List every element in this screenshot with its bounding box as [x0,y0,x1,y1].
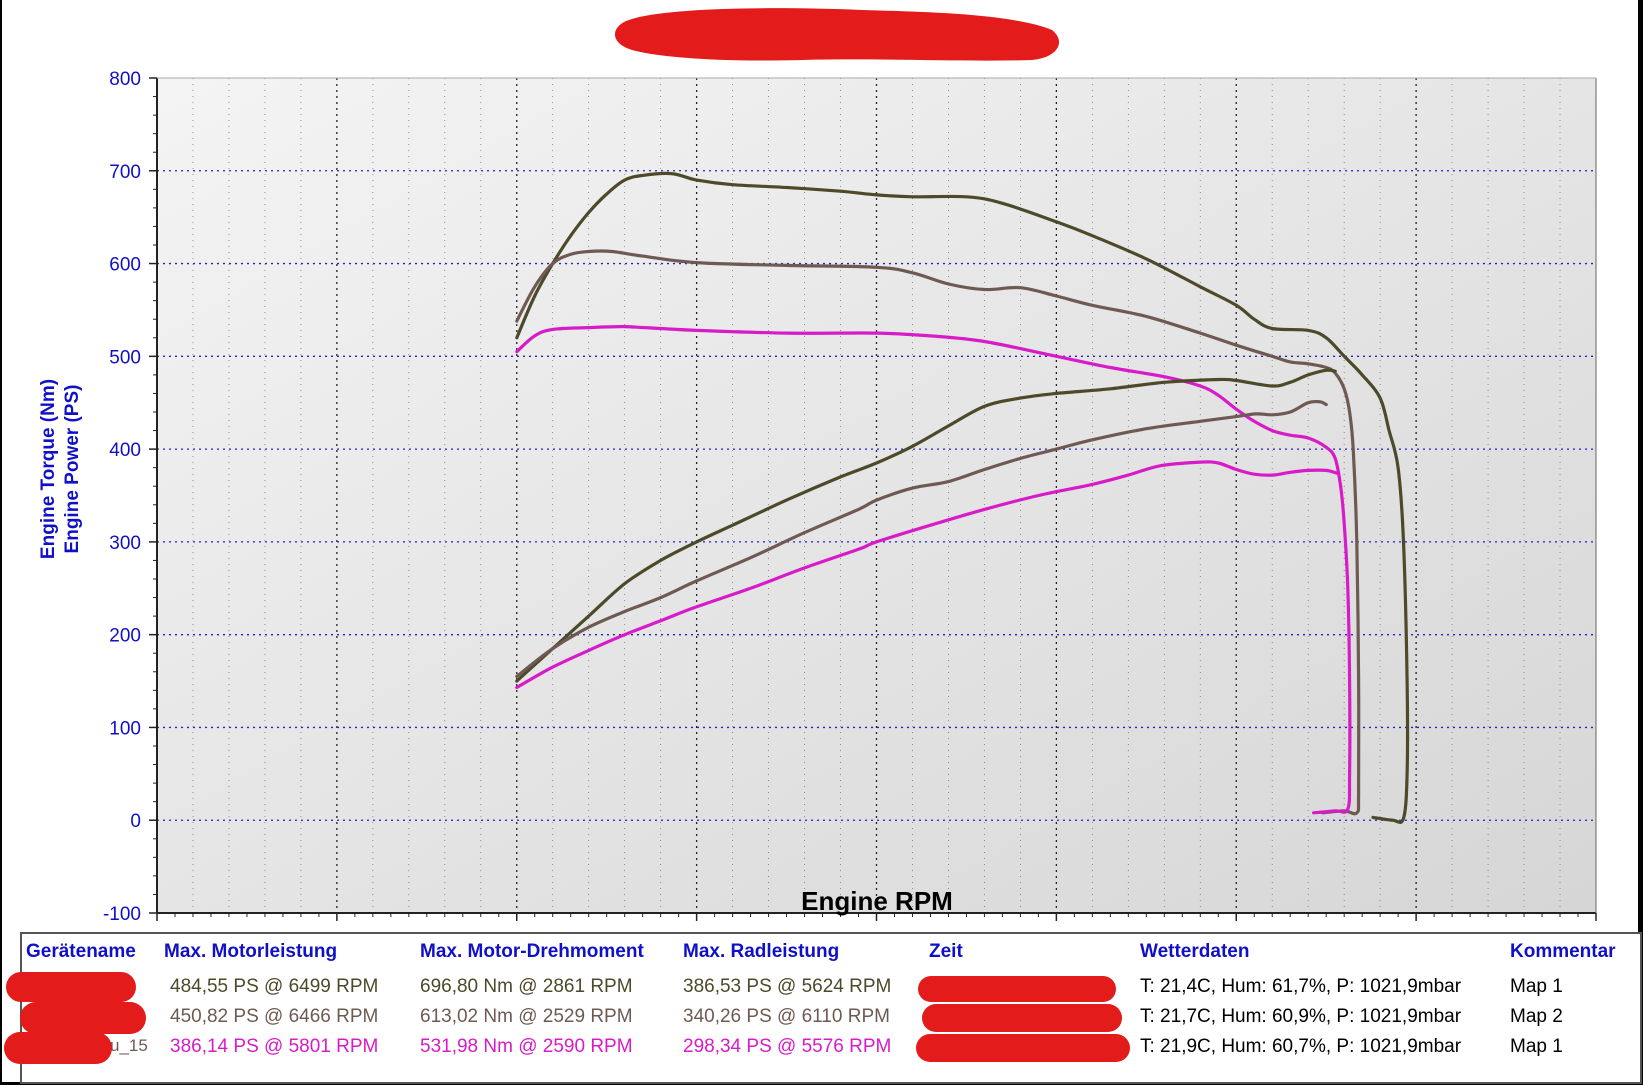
device-redaction-1 [6,972,136,1002]
series-line-6 [515,460,1339,690]
row1-motorleistung: 484,55 PS @ 6499 RPM [170,976,379,997]
series-line-4 [515,368,1337,683]
row3-wetter: T: 21,9C, Hum: 60,7%, P: 1021,9mbar [1140,1036,1462,1057]
row1-kommentar: Map 1 [1510,976,1563,997]
row2-kommentar: Map 2 [1510,1006,1563,1027]
row2-motorleistung: 450,82 PS @ 6466 RPM [170,1006,379,1027]
row1-radleistung: 386,53 PS @ 5624 RPM [683,976,892,997]
row2-drehmoment: 613,02 Nm @ 2529 RPM [420,1006,633,1027]
row3-radleistung: 298,34 PS @ 5576 RPM [683,1036,892,1057]
row3-motorleistung: 386,14 PS @ 5801 RPM [170,1036,379,1057]
series-line-5 [515,399,1328,678]
y-tick-label: 0 [130,811,141,832]
grid [157,78,1596,913]
device-redaction-2 [20,1002,146,1034]
header-kommentar: Kommentar [1510,941,1616,962]
row2-wetter: T: 21,7C, Hum: 60,9%, P: 1021,9mbar [1140,1006,1462,1027]
zeit-redaction-1 [918,976,1116,1002]
y-axis-label-torque: Engine Torque (Nm) [38,379,59,559]
header-geraetename: Gerätename [26,941,136,962]
y-tick-label: 200 [109,626,141,647]
device-redaction-3 [4,1032,112,1064]
dyno-chart: 8007006005004003002001000-10001000200030… [38,8,1597,925]
header-radleistung: Max. Radleistung [683,941,840,962]
row1-drehmoment: 696,80 Nm @ 2861 RPM [420,976,633,997]
y-tick-label: 300 [109,533,141,554]
header-zeit: Zeit [929,941,963,962]
row3-kommentar: Map 1 [1510,1036,1563,1057]
series-line-3 [515,324,1352,815]
row3-device-fragment: u_15 [110,1036,148,1055]
row1-wetter: T: 21,4C, Hum: 61,7%, P: 1021,9mbar [1140,976,1462,997]
title-redaction [614,8,1060,61]
y-tick-label: 700 [109,162,141,183]
header-motorleistung: Max. Motorleistung [164,941,338,962]
y-tick-label: 100 [109,718,141,739]
header-drehmoment: Max. Motor-Drehmoment [420,941,644,962]
y-tick-label: 600 [109,255,141,276]
series-line-1 [515,171,1410,824]
series-line-2 [515,249,1361,816]
row3-drehmoment: 531,98 Nm @ 2590 RPM [420,1036,633,1057]
y-tick-label: 800 [109,69,141,90]
header-wetterdaten: Wetterdaten [1140,941,1250,962]
y-axis-label-power: Engine Power (PS) [62,385,83,554]
zeit-redaction-2 [922,1004,1122,1032]
y-tick-label: 400 [109,440,141,461]
axes: 8007006005004003002001000-10001000200030… [103,69,1597,925]
x-axis-label: Engine RPM [801,886,953,916]
row2-radleistung: 340,26 PS @ 6110 RPM [683,1006,890,1027]
series-lines [515,171,1410,824]
zeit-redaction-3 [916,1034,1130,1062]
y-tick-label: 500 [109,347,141,368]
y-tick-label: -100 [103,904,141,925]
results-table: Gerätename Max. Motorleistung Max. Motor… [4,932,1642,1084]
